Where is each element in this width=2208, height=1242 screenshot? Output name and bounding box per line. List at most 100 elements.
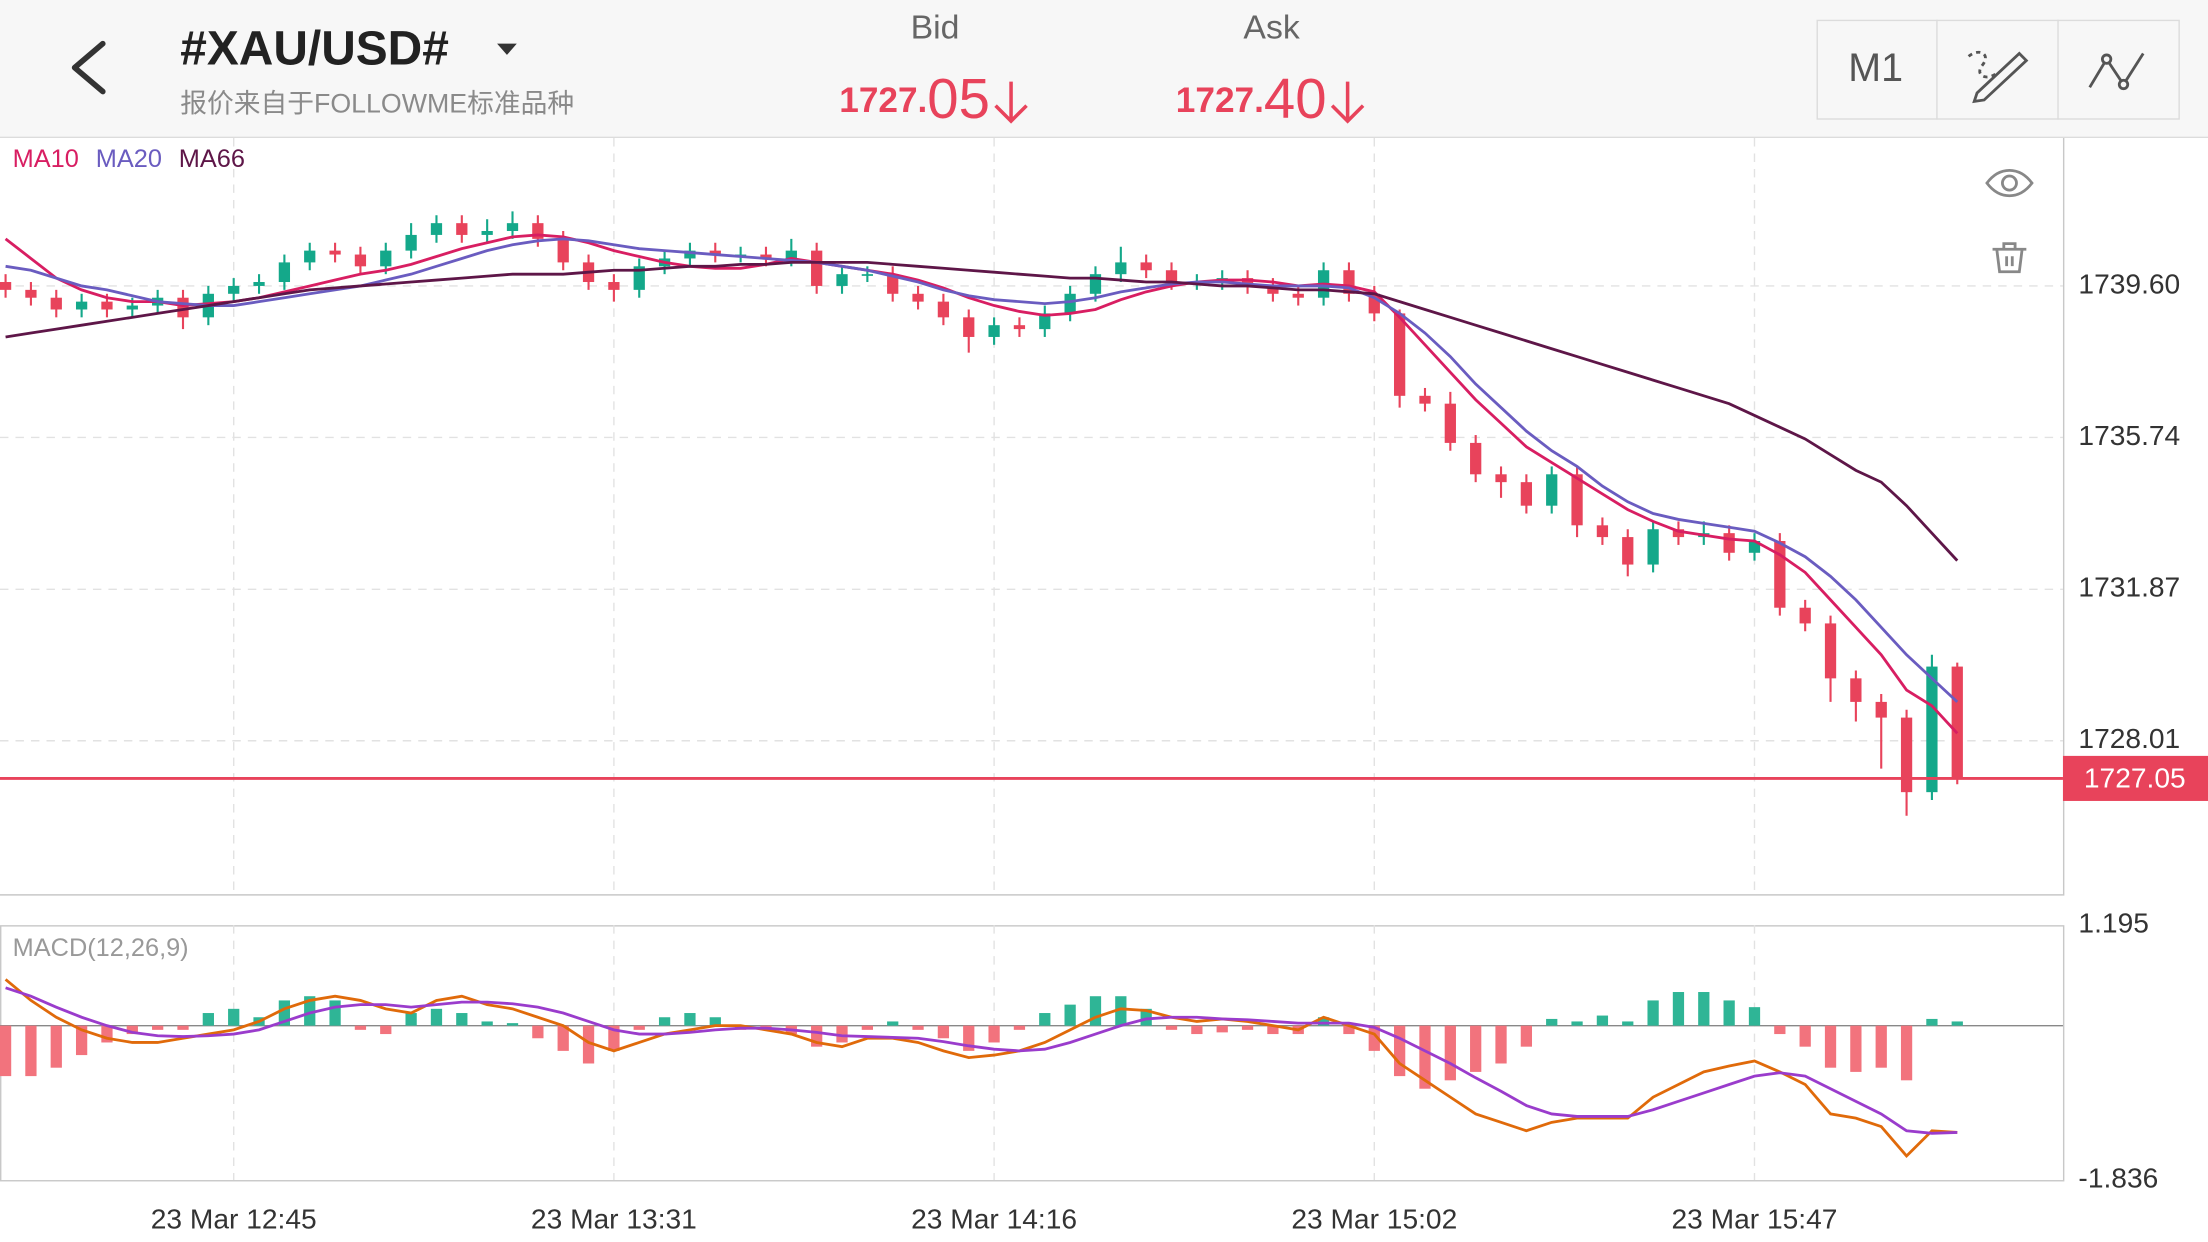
candle-body: [354, 254, 367, 267]
candle-body: [25, 289, 37, 298]
symbol[interactable]: #XAU/USD#: [180, 23, 449, 76]
candle-body: [1799, 607, 1811, 624]
candle-body: [1647, 529, 1659, 565]
macd-histogram-bar: [1875, 1025, 1887, 1068]
candle: [228, 278, 240, 302]
macd-histogram-bar: [1064, 1004, 1076, 1026]
candle-body: [887, 274, 899, 294]
candle-body: [506, 223, 519, 232]
candle-body: [1900, 717, 1913, 793]
candle-body: [1926, 666, 1938, 793]
candle: [1444, 391, 1456, 451]
candle-body: [861, 274, 873, 276]
ask-price: 1727.40: [1176, 67, 1327, 130]
candle-body: [1368, 293, 1380, 314]
delete-button[interactable]: [1992, 242, 2027, 274]
candle: [1900, 709, 1913, 816]
macd-histogram-bar: [937, 1025, 950, 1039]
back-button[interactable]: [71, 40, 106, 95]
trash-icon: [1992, 242, 2027, 274]
macd-histogram-bar: [1216, 1025, 1228, 1033]
bid-price-lead: 1727.: [839, 81, 927, 120]
candle-body: [1875, 701, 1887, 718]
macd-histogram-bar: [861, 1025, 873, 1030]
macd-line: [5, 986, 1958, 1135]
candle: [25, 282, 37, 306]
candle-body: [1292, 293, 1304, 298]
macd-histogram-bar: [1520, 1025, 1533, 1047]
candle-body: [1419, 395, 1431, 404]
candle-body: [709, 250, 721, 255]
macd-histogram-bar: [1394, 1025, 1406, 1077]
macd-histogram-bar: [506, 1023, 519, 1026]
macd-histogram-bar: [1850, 1025, 1862, 1072]
candle-body: [836, 274, 848, 286]
bid-label: Bid: [911, 8, 960, 46]
candle-body: [1622, 537, 1634, 565]
macd-histogram-bar: [380, 1025, 392, 1035]
quote-source: 报价来自于FOLLOWME标准品种: [180, 89, 574, 119]
candle: [50, 289, 62, 318]
ma-line: [4, 233, 1959, 735]
candle-body: [608, 282, 620, 290]
macd-histogram-bar: [354, 1025, 367, 1030]
candle: [963, 309, 975, 353]
candle-body: [75, 301, 88, 310]
candle-body: [633, 266, 645, 290]
macd-histogram-bar: [1596, 1015, 1609, 1026]
macd-histogram-bar: [1546, 1018, 1558, 1026]
y-tick-label: 1739.60: [2078, 268, 2180, 299]
symbol-dropdown[interactable]: [497, 43, 517, 55]
macd-histogram-bar: [1723, 1000, 1735, 1026]
macd-histogram-bar: [1495, 1025, 1507, 1064]
candle: [937, 293, 950, 326]
candle-body: [1394, 313, 1406, 396]
macd-histogram-bar: [1900, 1025, 1913, 1081]
macd-histogram-bar: [1267, 1025, 1279, 1035]
ask-price-pips: 40: [1264, 67, 1327, 130]
candle: [1951, 662, 1963, 785]
macd-histogram-bar: [1470, 1025, 1482, 1072]
candle: [253, 274, 265, 294]
macd-histogram-bar: [126, 1025, 138, 1035]
macd-histogram-bar: [329, 1000, 341, 1026]
candle-body: [1546, 474, 1558, 506]
macd-histogram-bar: [405, 1013, 417, 1026]
indicator-button[interactable]: [2088, 52, 2145, 91]
candle-body: [278, 262, 291, 283]
macd-histogram-bar: [1419, 1025, 1431, 1089]
macd-histogram-bar: [988, 1025, 1000, 1043]
candle: [684, 242, 696, 267]
candle-body: [557, 238, 569, 263]
candle-body: [760, 254, 772, 259]
candle-body: [1748, 541, 1761, 553]
candle-body: [1723, 533, 1735, 553]
candle-body: [1064, 293, 1076, 314]
macd-histogram-bar: [1115, 996, 1127, 1026]
macd-histogram-bar: [887, 1021, 899, 1026]
candle-body: [0, 282, 12, 290]
timeframe-button[interactable]: M1: [1848, 46, 1903, 90]
candle-body: [329, 250, 341, 255]
macd-histogram-bar: [1571, 1021, 1583, 1026]
ma-line: [5, 237, 1959, 703]
pencil-stroke-icon: [1967, 50, 1998, 79]
macd-panel: MACD(12,26,9): [0, 934, 2063, 1159]
macd-histogram-bar: [1698, 992, 1710, 1026]
price-plot: [0, 211, 1963, 816]
candles: [0, 211, 1963, 816]
candle: [1672, 521, 1685, 545]
candle: [1799, 599, 1811, 632]
candle-body: [811, 250, 823, 286]
candle: [1470, 435, 1482, 483]
visibility-button[interactable]: [1985, 168, 2034, 198]
draw-tool-button[interactable]: [1967, 50, 2029, 104]
candle-body: [1824, 623, 1837, 679]
macd-histogram-bar: [811, 1025, 823, 1047]
macd-histogram-bar: [1444, 1025, 1456, 1081]
y-tick-label: 1731.87: [2078, 572, 2180, 603]
bid-price: 1727.05: [839, 67, 990, 130]
candle-body: [1951, 666, 1963, 779]
macd-histogram-bar: [1774, 1025, 1786, 1035]
